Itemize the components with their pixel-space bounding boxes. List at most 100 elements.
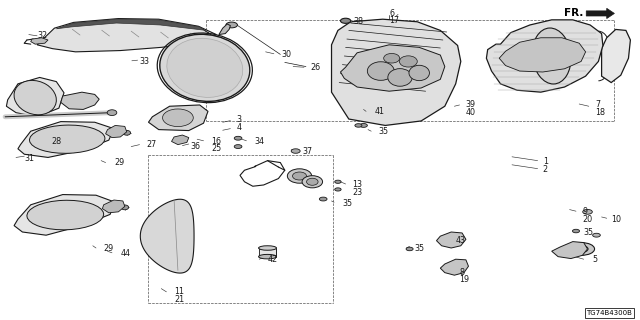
Ellipse shape [574, 245, 588, 252]
Text: 37: 37 [302, 147, 312, 156]
Text: 16: 16 [211, 137, 221, 146]
Polygon shape [18, 122, 114, 157]
Text: 30: 30 [282, 50, 292, 59]
Ellipse shape [409, 65, 429, 81]
Text: 9: 9 [582, 207, 588, 216]
Polygon shape [140, 199, 194, 273]
Text: 32: 32 [37, 31, 47, 40]
Text: 25: 25 [211, 144, 221, 153]
Text: 35: 35 [415, 244, 425, 253]
Text: 17: 17 [389, 16, 399, 25]
Text: 23: 23 [352, 188, 362, 197]
Polygon shape [486, 20, 603, 92]
Text: 21: 21 [174, 295, 184, 304]
Polygon shape [102, 200, 125, 213]
Polygon shape [436, 232, 466, 248]
Text: 26: 26 [310, 63, 321, 72]
Ellipse shape [29, 125, 105, 153]
Ellipse shape [74, 95, 90, 105]
Ellipse shape [167, 38, 243, 97]
Polygon shape [340, 45, 445, 91]
Text: TG74B4300B: TG74B4300B [586, 310, 632, 316]
Text: 1: 1 [543, 157, 548, 166]
Ellipse shape [108, 110, 116, 116]
Ellipse shape [388, 68, 412, 86]
Text: 39: 39 [466, 100, 476, 109]
Ellipse shape [406, 247, 413, 251]
Text: 28: 28 [51, 137, 61, 146]
Polygon shape [602, 29, 630, 83]
Ellipse shape [226, 22, 237, 28]
Text: 18: 18 [595, 108, 605, 117]
Ellipse shape [319, 197, 327, 201]
Text: 29: 29 [114, 158, 124, 167]
Ellipse shape [384, 53, 399, 63]
Text: 27: 27 [146, 140, 156, 149]
Ellipse shape [399, 56, 417, 67]
Text: 38: 38 [353, 17, 364, 26]
Ellipse shape [573, 229, 580, 233]
Polygon shape [172, 135, 189, 145]
Polygon shape [586, 8, 614, 19]
Ellipse shape [287, 169, 312, 183]
Text: 8: 8 [460, 268, 465, 277]
Text: 33: 33 [140, 57, 150, 66]
Ellipse shape [123, 131, 131, 135]
Ellipse shape [292, 172, 307, 180]
Polygon shape [61, 92, 99, 109]
Polygon shape [31, 38, 48, 44]
Text: 44: 44 [120, 249, 131, 258]
Text: 41: 41 [374, 107, 385, 116]
Ellipse shape [360, 124, 367, 127]
Text: 35: 35 [584, 228, 594, 237]
Text: 40: 40 [466, 108, 476, 117]
Ellipse shape [234, 145, 242, 148]
Ellipse shape [14, 80, 56, 115]
Ellipse shape [532, 28, 571, 84]
Ellipse shape [291, 149, 300, 153]
Text: 31: 31 [24, 154, 35, 163]
Ellipse shape [121, 205, 129, 210]
Ellipse shape [568, 243, 595, 255]
Text: 34: 34 [255, 137, 265, 146]
Text: 43: 43 [456, 236, 466, 245]
Polygon shape [37, 19, 216, 52]
Polygon shape [219, 24, 230, 35]
Polygon shape [499, 38, 586, 72]
Ellipse shape [583, 209, 593, 214]
Ellipse shape [367, 62, 394, 80]
Polygon shape [56, 19, 211, 35]
Text: 10: 10 [611, 215, 621, 224]
Text: 11: 11 [174, 287, 184, 296]
Ellipse shape [335, 188, 341, 191]
Ellipse shape [160, 34, 250, 101]
Ellipse shape [163, 109, 193, 126]
Polygon shape [6, 77, 64, 117]
Polygon shape [106, 125, 127, 138]
Text: 6: 6 [389, 9, 394, 18]
Ellipse shape [593, 233, 600, 237]
Text: 36: 36 [191, 142, 201, 151]
Ellipse shape [259, 246, 276, 250]
Polygon shape [552, 242, 588, 259]
Text: 35: 35 [379, 127, 389, 136]
Ellipse shape [307, 178, 318, 185]
Text: 20: 20 [582, 215, 593, 224]
Ellipse shape [335, 180, 341, 183]
Polygon shape [148, 105, 208, 131]
Text: 7: 7 [595, 100, 600, 109]
Ellipse shape [302, 176, 323, 188]
Text: 4: 4 [237, 124, 242, 132]
Text: FR.: FR. [564, 8, 584, 19]
Text: 35: 35 [342, 199, 353, 208]
Text: 29: 29 [104, 244, 114, 253]
Text: 5: 5 [592, 255, 597, 264]
Polygon shape [14, 195, 115, 235]
Text: 19: 19 [460, 275, 470, 284]
Text: 3: 3 [237, 116, 242, 124]
Polygon shape [332, 19, 461, 125]
Ellipse shape [340, 18, 351, 23]
Ellipse shape [234, 136, 242, 140]
Text: 13: 13 [352, 180, 362, 189]
Polygon shape [440, 259, 468, 275]
